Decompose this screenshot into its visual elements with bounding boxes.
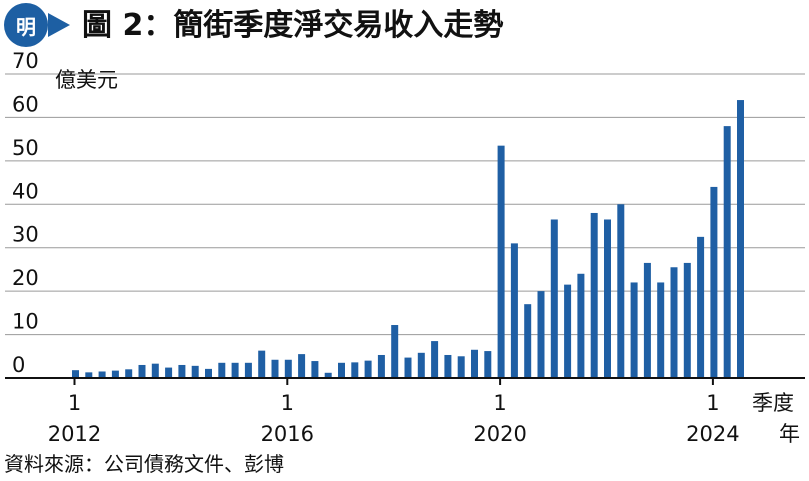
bar [510, 243, 518, 378]
bar [72, 370, 79, 378]
bar [683, 262, 691, 378]
bar [364, 360, 372, 378]
bar [670, 267, 678, 378]
y-tick-label: 50 [12, 136, 39, 160]
bar [258, 350, 266, 378]
bar [710, 186, 718, 378]
bar [471, 349, 478, 378]
bar [537, 291, 545, 378]
y-tick-label: 0 [12, 353, 25, 377]
bar-series [72, 100, 744, 379]
y-tick-label: 10 [12, 310, 39, 334]
bar [484, 351, 492, 378]
bar [205, 368, 212, 378]
y-tick-label: 40 [12, 179, 39, 203]
bar [151, 363, 159, 378]
bar [178, 364, 186, 378]
bar-chart: 0 10 20 30 40 50 60 70 1 2012 1 2016 1 2020 1 2024 億美元… [5, 52, 805, 446]
y-axis-unit: 億美元 [55, 68, 118, 92]
y-axis-ticks: 0 10 20 30 40 50 60 70 [12, 52, 39, 377]
bar [524, 304, 532, 378]
x-tick-year-label: 2020 [473, 422, 526, 446]
source-note: 資料來源：公司債務文件、彭博 [4, 452, 284, 476]
bar [244, 362, 252, 378]
bar [417, 352, 425, 378]
bar [630, 282, 638, 378]
bar [85, 372, 93, 378]
bar [111, 370, 119, 378]
bar [391, 325, 399, 378]
bar [457, 356, 465, 378]
y-tick-label: 60 [12, 92, 39, 116]
bar [697, 236, 705, 378]
x-axis-label-year: 年 [779, 422, 800, 446]
bar [338, 362, 345, 378]
bar [737, 100, 744, 379]
bar [604, 219, 611, 378]
y-tick-label: 70 [12, 52, 39, 73]
bar [431, 341, 439, 378]
bar [723, 126, 731, 378]
bar [311, 361, 319, 378]
x-tick-year-label: 2024 [686, 422, 739, 446]
bar [404, 357, 412, 378]
bar [564, 284, 572, 378]
x-axis-label-quarter: 季度 [752, 391, 794, 415]
x-tick-quarter-label: 1 [493, 391, 506, 415]
x-axis: 1 2012 1 2016 1 2020 1 2024 [5, 377, 805, 446]
header: 明 圖 2：簡街季度淨交易收入走勢 [0, 0, 809, 52]
bar [577, 273, 585, 378]
gridlines [5, 73, 805, 336]
bar [165, 367, 173, 378]
x-tick-quarter-label: 1 [706, 391, 719, 415]
bar [324, 372, 332, 378]
bar [444, 354, 452, 378]
bar [377, 354, 385, 378]
bar [351, 362, 359, 378]
y-tick-label: 30 [12, 223, 39, 247]
x-tick-year-label: 2016 [261, 422, 314, 446]
bar [218, 362, 226, 378]
bar [617, 204, 625, 378]
bar [138, 364, 146, 378]
bar [497, 145, 505, 378]
bar [550, 219, 558, 378]
bar [98, 371, 106, 378]
bar [590, 212, 598, 378]
chart-title: 圖 2：簡街季度淨交易收入走勢 [82, 8, 504, 43]
y-tick-label: 20 [12, 266, 39, 290]
bar [125, 369, 133, 378]
x-tick-quarter-label: 1 [68, 391, 81, 415]
bar [231, 362, 239, 378]
bar [284, 359, 292, 378]
bar [643, 262, 651, 378]
x-tick-year-label: 2012 [48, 422, 101, 446]
brand-logo: 明 [4, 3, 48, 47]
bar [271, 359, 279, 378]
title-arrow-icon [48, 13, 70, 37]
x-tick-quarter-label: 1 [281, 391, 294, 415]
bar [191, 365, 199, 378]
bar [657, 282, 665, 378]
bar [298, 354, 306, 378]
